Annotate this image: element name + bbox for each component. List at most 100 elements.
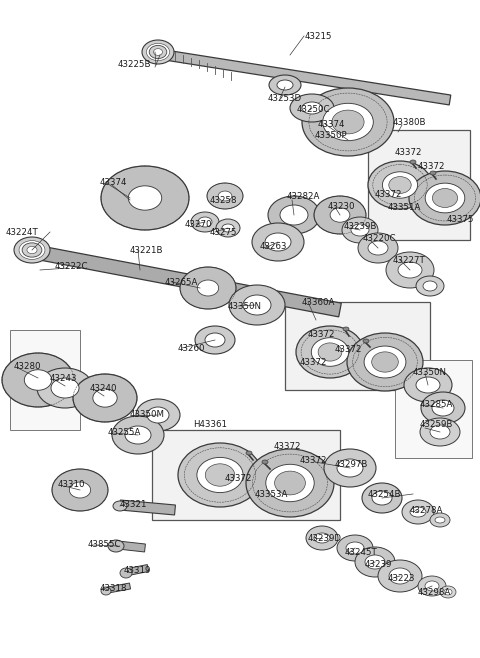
Ellipse shape <box>372 491 392 505</box>
Ellipse shape <box>246 451 252 455</box>
Ellipse shape <box>421 392 465 424</box>
Ellipse shape <box>229 285 285 325</box>
Ellipse shape <box>372 352 398 372</box>
Ellipse shape <box>435 517 445 523</box>
Ellipse shape <box>318 343 342 361</box>
Ellipse shape <box>120 568 132 578</box>
Ellipse shape <box>198 217 212 227</box>
Ellipse shape <box>191 212 219 232</box>
Ellipse shape <box>337 459 363 477</box>
Polygon shape <box>120 500 176 515</box>
Text: 43353A: 43353A <box>255 490 288 499</box>
Ellipse shape <box>423 281 437 291</box>
Ellipse shape <box>142 40 174 64</box>
Ellipse shape <box>73 374 137 422</box>
Ellipse shape <box>306 526 338 550</box>
Text: 43227T: 43227T <box>393 256 426 265</box>
Bar <box>285 302 430 390</box>
Text: 43263: 43263 <box>260 242 288 251</box>
Text: 43372: 43372 <box>335 345 362 354</box>
Ellipse shape <box>205 464 235 486</box>
Ellipse shape <box>420 418 460 446</box>
Ellipse shape <box>418 576 446 596</box>
Text: 43223: 43223 <box>388 574 416 583</box>
Text: 43285A: 43285A <box>420 400 454 409</box>
Text: 43243: 43243 <box>50 374 77 383</box>
Text: 43372: 43372 <box>274 442 301 451</box>
Text: 43258: 43258 <box>210 196 238 205</box>
Ellipse shape <box>136 399 180 431</box>
Ellipse shape <box>440 586 456 598</box>
Ellipse shape <box>416 377 440 393</box>
Ellipse shape <box>207 183 243 209</box>
Text: 43372: 43372 <box>418 162 445 171</box>
Ellipse shape <box>197 280 218 296</box>
Ellipse shape <box>27 246 37 253</box>
Ellipse shape <box>404 368 452 402</box>
Ellipse shape <box>101 587 111 595</box>
Ellipse shape <box>290 94 334 122</box>
Ellipse shape <box>312 338 348 367</box>
Bar <box>10 330 80 430</box>
Ellipse shape <box>409 171 480 225</box>
Text: 43259B: 43259B <box>420 420 454 429</box>
Ellipse shape <box>302 102 322 114</box>
Ellipse shape <box>425 183 465 213</box>
Text: 43298A: 43298A <box>418 588 451 597</box>
Ellipse shape <box>280 205 308 225</box>
Ellipse shape <box>2 353 74 407</box>
Ellipse shape <box>383 172 418 198</box>
Ellipse shape <box>368 241 388 255</box>
Text: 43360A: 43360A <box>302 298 336 307</box>
Bar <box>152 430 340 520</box>
Text: 43254B: 43254B <box>368 490 401 499</box>
Text: 43278A: 43278A <box>410 506 444 515</box>
Text: 43239B: 43239B <box>344 222 377 231</box>
Text: 43225B: 43225B <box>118 60 152 69</box>
Ellipse shape <box>147 407 169 423</box>
Text: 43321: 43321 <box>120 500 147 509</box>
Text: 43297B: 43297B <box>335 460 368 469</box>
Ellipse shape <box>389 568 411 584</box>
Ellipse shape <box>351 224 369 236</box>
Text: 43374: 43374 <box>100 178 128 187</box>
Ellipse shape <box>24 370 52 390</box>
Ellipse shape <box>368 161 432 209</box>
Ellipse shape <box>246 449 334 517</box>
Text: 43215: 43215 <box>305 32 333 41</box>
Ellipse shape <box>430 425 450 439</box>
Ellipse shape <box>430 171 436 175</box>
Ellipse shape <box>19 241 45 259</box>
Ellipse shape <box>398 262 422 278</box>
Ellipse shape <box>402 500 434 524</box>
Text: 43224T: 43224T <box>6 228 39 237</box>
Bar <box>395 360 472 458</box>
Text: 43220C: 43220C <box>363 234 396 243</box>
Text: 43350M: 43350M <box>130 410 165 419</box>
Ellipse shape <box>330 208 350 222</box>
Ellipse shape <box>337 535 373 561</box>
Ellipse shape <box>93 389 117 407</box>
Ellipse shape <box>410 507 426 517</box>
Ellipse shape <box>101 166 189 230</box>
Text: 43372: 43372 <box>375 190 403 199</box>
Text: 43350P: 43350P <box>315 131 348 140</box>
Polygon shape <box>118 541 145 552</box>
Text: 43265A: 43265A <box>165 278 198 287</box>
Text: 43375: 43375 <box>447 215 475 224</box>
Ellipse shape <box>432 189 457 207</box>
Ellipse shape <box>314 196 366 234</box>
Text: 43282A: 43282A <box>287 192 320 201</box>
Ellipse shape <box>108 540 124 552</box>
Ellipse shape <box>365 555 385 569</box>
Ellipse shape <box>324 449 376 487</box>
Ellipse shape <box>112 416 164 454</box>
Ellipse shape <box>216 219 240 237</box>
Ellipse shape <box>358 233 398 263</box>
Text: 43280: 43280 <box>14 362 41 371</box>
Text: 43230: 43230 <box>328 202 356 211</box>
Ellipse shape <box>343 327 349 331</box>
Ellipse shape <box>146 43 169 61</box>
Ellipse shape <box>342 217 378 243</box>
Ellipse shape <box>432 400 454 416</box>
